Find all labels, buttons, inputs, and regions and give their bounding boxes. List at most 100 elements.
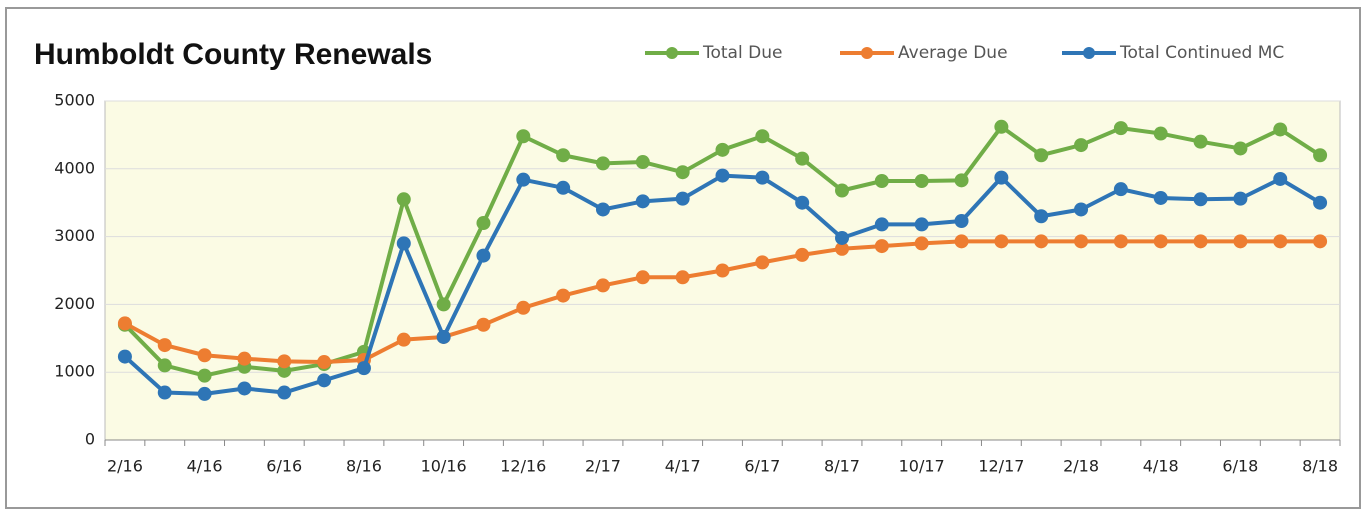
x-tick-label: 10/17 — [899, 457, 945, 476]
series-marker — [556, 288, 571, 303]
series-marker — [874, 174, 889, 189]
series-marker — [237, 381, 252, 396]
series-marker — [237, 351, 252, 366]
y-tick-label: 3000 — [54, 226, 95, 245]
series-marker — [197, 368, 212, 383]
series-marker — [835, 230, 850, 245]
x-tick-label: 4/16 — [187, 457, 223, 476]
x-tick-label: 10/16 — [421, 457, 467, 476]
series-marker — [436, 329, 451, 344]
series-marker — [755, 129, 770, 144]
series-marker — [675, 270, 690, 285]
legend-marker — [861, 47, 873, 59]
series-marker — [157, 338, 172, 353]
series-marker — [1273, 122, 1288, 137]
series-marker — [436, 297, 451, 312]
series-marker — [1313, 234, 1328, 249]
series-marker — [1193, 134, 1208, 149]
series-marker — [117, 316, 132, 331]
series-marker — [715, 142, 730, 157]
series-marker — [117, 349, 132, 364]
series-marker — [1233, 191, 1248, 206]
x-tick-label: 12/16 — [500, 457, 546, 476]
x-tick-label: 4/17 — [665, 457, 701, 476]
series-marker — [1153, 126, 1168, 141]
series-marker — [715, 168, 730, 183]
x-tick-label: 12/17 — [978, 457, 1024, 476]
series-marker — [516, 172, 531, 187]
series-marker — [476, 248, 491, 263]
series-marker — [1113, 121, 1128, 136]
series-marker — [954, 214, 969, 229]
x-tick-label: 4/18 — [1143, 457, 1179, 476]
series-marker — [914, 236, 929, 251]
series-marker — [954, 173, 969, 188]
series-marker — [317, 355, 332, 370]
series-marker — [675, 191, 690, 206]
series-marker — [396, 192, 411, 207]
series-marker — [317, 373, 332, 388]
legend-marker — [1083, 47, 1095, 59]
series-marker — [1273, 234, 1288, 249]
series-marker — [1153, 234, 1168, 249]
series-marker — [1233, 141, 1248, 156]
series-marker — [874, 217, 889, 232]
y-tick-label: 5000 — [54, 91, 95, 110]
series-marker — [835, 241, 850, 256]
series-marker — [755, 170, 770, 185]
series-marker — [1034, 209, 1049, 224]
x-tick-label: 8/16 — [346, 457, 382, 476]
x-tick-label: 2/18 — [1063, 457, 1099, 476]
y-tick-label: 4000 — [54, 158, 95, 177]
series-marker — [1193, 234, 1208, 249]
x-tick-label: 6/16 — [266, 457, 302, 476]
y-tick-label: 1000 — [54, 362, 95, 381]
series-marker — [516, 129, 531, 144]
series-marker — [914, 174, 929, 189]
series-marker — [356, 361, 371, 376]
series-marker — [795, 195, 810, 210]
series-marker — [1233, 234, 1248, 249]
series-marker — [556, 180, 571, 195]
legend-label: Total Continued MC — [1119, 43, 1284, 63]
series-marker — [1034, 148, 1049, 163]
series-marker — [1034, 234, 1049, 249]
series-marker — [755, 255, 770, 270]
y-tick-label: 0 — [85, 430, 95, 449]
series-marker — [476, 216, 491, 231]
series-marker — [1193, 192, 1208, 207]
x-tick-label: 8/18 — [1302, 457, 1338, 476]
series-marker — [635, 194, 650, 209]
series-marker — [874, 239, 889, 254]
x-tick-label: 2/17 — [585, 457, 621, 476]
x-tick-label: 6/17 — [744, 457, 780, 476]
series-marker — [994, 119, 1009, 134]
series-marker — [635, 270, 650, 285]
series-marker — [954, 234, 969, 249]
y-tick-label: 2000 — [54, 294, 95, 313]
series-marker — [1074, 202, 1089, 217]
series-marker — [1153, 190, 1168, 205]
legend-label: Average Due — [898, 43, 1008, 63]
series-marker — [396, 332, 411, 347]
series-marker — [835, 183, 850, 198]
series-marker — [595, 202, 610, 217]
series-marker — [556, 148, 571, 163]
series-marker — [635, 155, 650, 170]
series-marker — [1074, 138, 1089, 153]
series-marker — [516, 300, 531, 315]
series-marker — [795, 151, 810, 166]
chart-title: Humboldt County Renewals — [34, 38, 432, 71]
series-marker — [675, 165, 690, 180]
series-marker — [1074, 234, 1089, 249]
x-tick-label: 2/16 — [107, 457, 143, 476]
series-marker — [1313, 148, 1328, 163]
series-marker — [994, 234, 1009, 249]
series-marker — [157, 358, 172, 373]
series-marker — [595, 278, 610, 293]
series-marker — [476, 317, 491, 332]
series-marker — [396, 236, 411, 251]
x-tick-label: 6/18 — [1222, 457, 1258, 476]
series-marker — [277, 385, 292, 400]
